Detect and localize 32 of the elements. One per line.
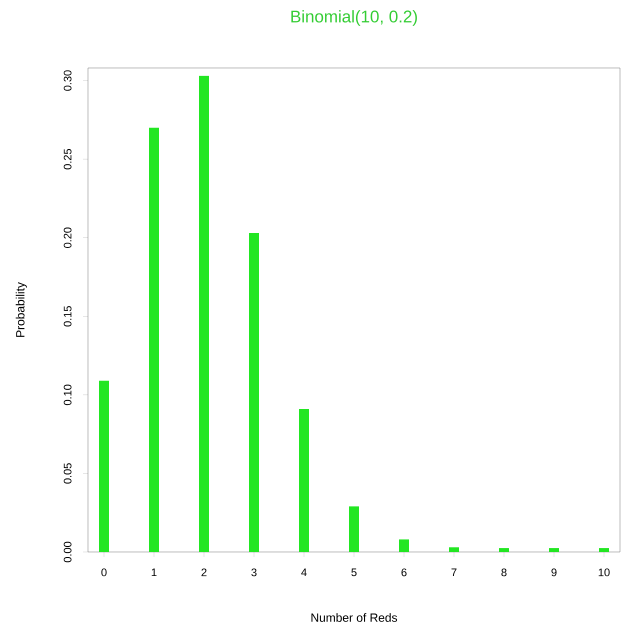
y-tick-label: 0.05 [64, 463, 72, 484]
x-tick-label: 10 [598, 568, 610, 576]
x-axis-title: Number of Reds [311, 613, 398, 622]
x-tick-label: 4 [301, 568, 307, 576]
x-tick-label: 2 [202, 568, 206, 576]
y-tick-label: 0.25 [64, 148, 72, 170]
y-tick-label: 0.15 [64, 306, 72, 327]
y-axis-title: Probability [16, 282, 27, 337]
bar [199, 76, 209, 552]
bar [349, 506, 359, 552]
bar [449, 547, 459, 552]
bar [549, 548, 560, 552]
bar [599, 548, 609, 552]
chart-title: Binomial(10, 0.2) [291, 10, 417, 26]
x-tick-label: 9 [551, 568, 557, 576]
x-tick-label: 8 [501, 568, 507, 576]
x-tick-label: 1 [152, 568, 157, 576]
x-tick-label: 0 [101, 568, 107, 576]
bar [299, 408, 309, 552]
y-tick-label: 0.00 [64, 542, 72, 562]
bar [499, 548, 509, 552]
bar [149, 128, 159, 552]
bar [399, 539, 409, 552]
x-tick-label: 7 [452, 568, 456, 576]
x-tick-label: 6 [402, 568, 407, 576]
x-tick-label: 5 [351, 568, 357, 576]
y-tick-label: 0.10 [64, 384, 72, 406]
x-tick-label: 3 [251, 568, 257, 576]
bar [249, 232, 259, 552]
y-tick-label: 0.30 [64, 70, 72, 91]
bar [99, 380, 109, 552]
y-tick-label: 0.20 [64, 227, 72, 248]
